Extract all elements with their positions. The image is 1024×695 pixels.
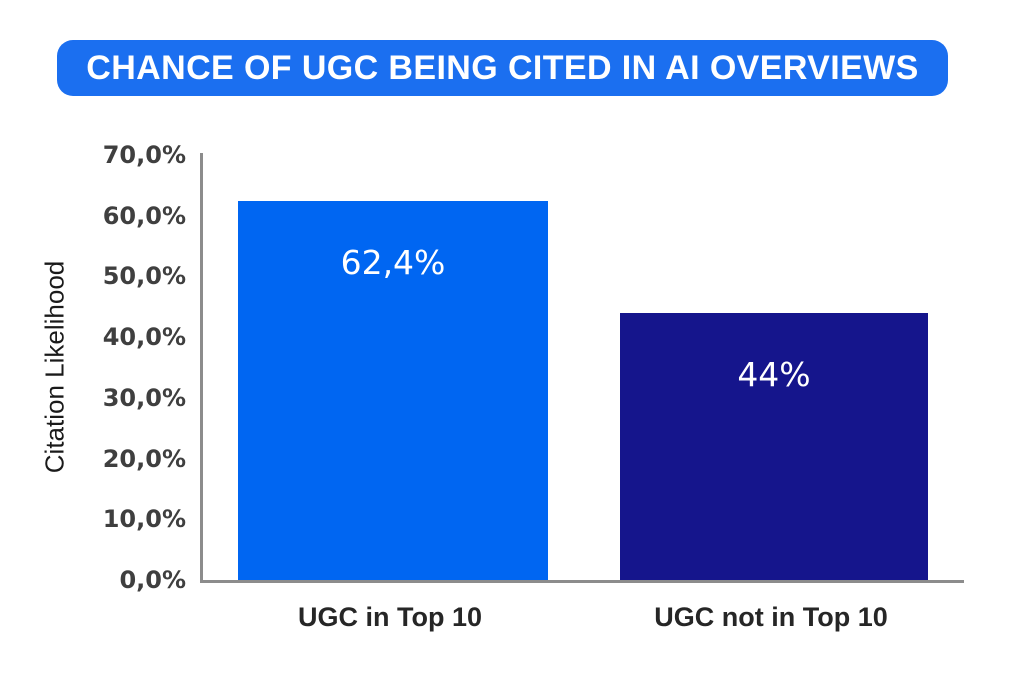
y-tick-label: 60,0% (102, 201, 186, 230)
y-axis-tick-labels: 70,0% 60,0% 50,0% 40,0% 30,0% 20,0% 10,0% 0,0% (0, 142, 186, 593)
x-category-label: UGC in Top 10 (297, 602, 483, 632)
bar-ugc-in-top10: 62,4% (238, 201, 548, 580)
y-tick-label: 30,0% (102, 383, 186, 412)
plot-area: 62,4% 44% (200, 153, 964, 583)
y-tick-label: 0,0% (119, 566, 186, 594)
x-axis-category-labels: UGC in Top 10 UGC not in Top 10 (200, 602, 961, 642)
bar-value-label: 44% (737, 355, 811, 394)
y-tick-label: 40,0% (102, 323, 186, 352)
y-tick-label: 10,0% (102, 505, 186, 534)
x-category-label: UGC not in Top 10 (654, 602, 888, 632)
y-tick-label: 20,0% (102, 444, 186, 473)
title-banner: CHANCE OF UGC BEING CITED IN AI OVERVIEW… (57, 40, 948, 96)
bar-value-label: 62,4% (340, 243, 446, 282)
chart-title: CHANCE OF UGC BEING CITED IN AI OVERVIEW… (86, 48, 919, 87)
y-tick-label: 70,0% (102, 141, 186, 169)
y-tick-label: 50,0% (102, 262, 186, 291)
bar-ugc-not-in-top10: 44% (620, 313, 928, 580)
